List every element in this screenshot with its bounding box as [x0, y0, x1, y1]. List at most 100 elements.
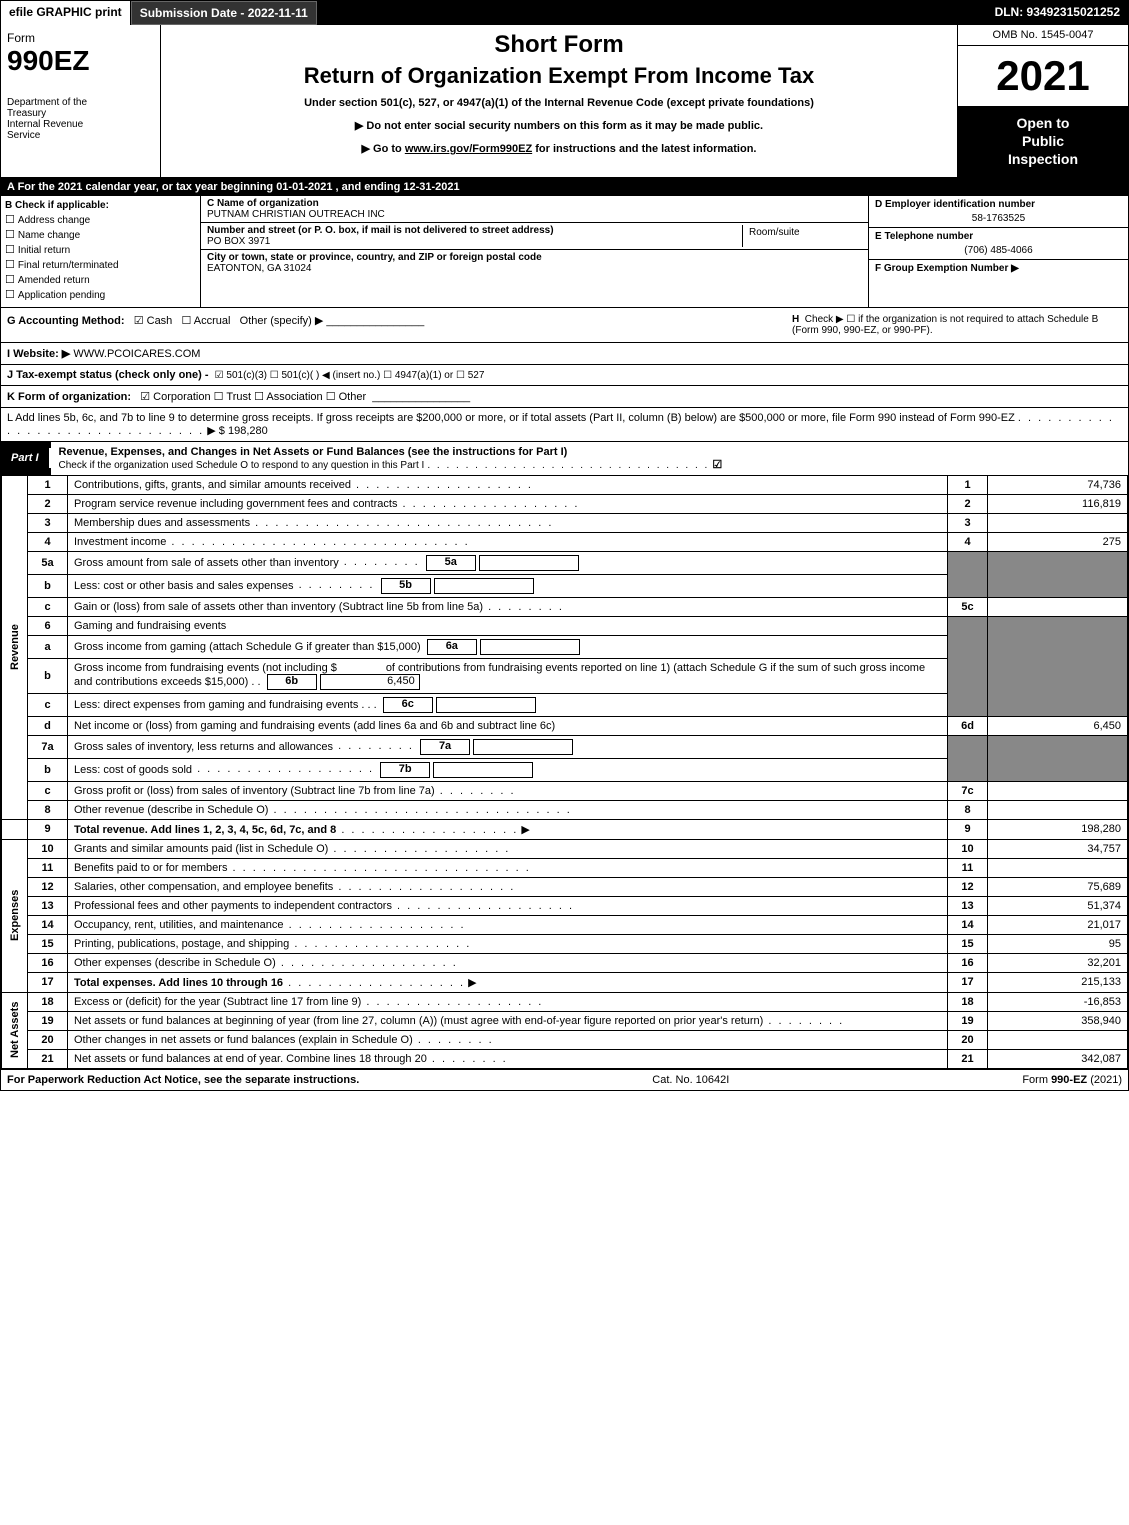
line-7c-num: c — [28, 781, 68, 800]
line-7c-desc: Gross profit or (loss) from sales of inv… — [74, 785, 435, 797]
line-15-num: 15 — [28, 934, 68, 953]
line-6b-subval: 6,450 — [320, 674, 420, 690]
line-6a-sub: 6a — [427, 639, 477, 655]
g-cash[interactable]: Cash — [134, 315, 173, 327]
line-5a-desc: Gross amount from sale of assets other t… — [74, 556, 339, 568]
line-4-desc: Investment income — [74, 536, 166, 548]
org-name-label: C Name of organization — [207, 198, 319, 209]
netassets-label: Net Assets — [2, 992, 28, 1068]
line-15-val: 95 — [988, 934, 1128, 953]
line-4-box: 4 — [948, 532, 988, 551]
line-3-val — [988, 513, 1128, 532]
line-13-val: 51,374 — [988, 896, 1128, 915]
line-4-num: 4 — [28, 532, 68, 551]
street-value: PO BOX 3971 — [207, 236, 270, 247]
line-14-val: 21,017 — [988, 915, 1128, 934]
chk-final-return[interactable]: Final return/terminated — [5, 258, 196, 271]
line-6b-sub: 6b — [267, 674, 317, 690]
irs-link[interactable]: www.irs.gov/Form990EZ — [405, 143, 532, 155]
line-9-arrow — [518, 824, 530, 836]
footer: For Paperwork Reduction Act Notice, see … — [1, 1069, 1128, 1090]
line-8-num: 8 — [28, 800, 68, 819]
line-12-val: 75,689 — [988, 877, 1128, 896]
line-21-num: 21 — [28, 1049, 68, 1068]
g-accrual[interactable]: Accrual — [181, 315, 230, 327]
k-label: K Form of organization: — [7, 391, 131, 403]
line-20-box: 20 — [948, 1030, 988, 1049]
i-label: I Website: ▶ — [7, 348, 70, 360]
j-label: J Tax-exempt status (check only one) - — [7, 369, 209, 381]
line-6a-desc: Gross income from gaming (attach Schedul… — [74, 640, 421, 652]
line-6-darkbox — [948, 616, 988, 716]
chk-application-pending[interactable]: Application pending — [5, 288, 196, 301]
line-6d-val: 6,450 — [988, 716, 1128, 735]
line-5a-num: 5a — [28, 551, 68, 574]
line-3-num: 3 — [28, 513, 68, 532]
line-1-num: 1 — [28, 475, 68, 494]
dept-treasury: Department of theTreasuryInternal Revenu… — [7, 97, 154, 141]
dln-label: DLN: 93492315021252 — [987, 1, 1128, 25]
efile-label: efile GRAPHIC print — [1, 1, 131, 25]
line-5-darkval — [988, 551, 1128, 597]
line-17-desc: Total expenses. Add lines 10 through 16 — [74, 977, 283, 989]
line-1-desc: Contributions, gifts, grants, and simila… — [74, 479, 351, 491]
chk-initial-return[interactable]: Initial return — [5, 243, 196, 256]
line-13-num: 13 — [28, 896, 68, 915]
line-5-darkbox — [948, 551, 988, 597]
h-text: Check ▶ ☐ if the organization is not req… — [792, 314, 1098, 336]
section-c: C Name of organization PUTNAM CHRISTIAN … — [201, 196, 868, 307]
line-2-desc: Program service revenue including govern… — [74, 498, 397, 510]
line-11-num: 11 — [28, 858, 68, 877]
line-19-val: 358,940 — [988, 1011, 1128, 1030]
ein-label: D Employer identification number — [875, 199, 1122, 210]
tax-year: 2021 — [958, 46, 1128, 106]
line-14-num: 14 — [28, 915, 68, 934]
line-7-darkval — [988, 735, 1128, 781]
header-center: Short Form Return of Organization Exempt… — [161, 25, 958, 177]
footer-left: For Paperwork Reduction Act Notice, see … — [7, 1074, 359, 1086]
line-15-desc: Printing, publications, postage, and shi… — [74, 938, 289, 950]
check-o-mark: ☑ — [712, 459, 722, 471]
footer-right: Form 990-EZ (2021) — [1022, 1074, 1122, 1086]
line-6c-desc: Less: direct expenses from gaming and fu… — [74, 698, 358, 710]
line-17-box: 17 — [948, 972, 988, 992]
line-5c-box: 5c — [948, 597, 988, 616]
line-5b-subval — [434, 578, 534, 594]
line-16-box: 16 — [948, 953, 988, 972]
line-21-desc: Net assets or fund balances at end of ye… — [74, 1053, 427, 1065]
line-6d-box: 6d — [948, 716, 988, 735]
line-7c-box: 7c — [948, 781, 988, 800]
line-2-val: 116,819 — [988, 494, 1128, 513]
return-title: Return of Organization Exempt From Incom… — [167, 63, 951, 89]
line-6-darkval — [988, 616, 1128, 716]
section-l: L Add lines 5b, 6c, and 7b to line 9 to … — [1, 408, 1128, 442]
section-b: B Check if applicable: Address change Na… — [1, 196, 201, 307]
line-5b-num: b — [28, 574, 68, 597]
street-label: Number and street (or P. O. box, if mail… — [207, 225, 554, 236]
phone-label: E Telephone number — [875, 231, 1122, 242]
line-19-box: 19 — [948, 1011, 988, 1030]
part-1-title-text: Revenue, Expenses, and Changes in Net As… — [59, 446, 568, 458]
chk-name-change[interactable]: Name change — [5, 228, 196, 241]
line-7b-sub: 7b — [380, 762, 430, 778]
line-7a-num: 7a — [28, 735, 68, 758]
chk-address-change[interactable]: Address change — [5, 213, 196, 226]
ein-value: 58-1763525 — [875, 213, 1122, 224]
g-other[interactable]: Other (specify) ▶ — [240, 315, 324, 327]
line-10-val: 34,757 — [988, 839, 1128, 858]
short-form-title: Short Form — [167, 31, 951, 59]
line-1-box: 1 — [948, 475, 988, 494]
k-opts: ☑ Corporation ☐ Trust ☐ Association ☐ Ot… — [140, 391, 366, 403]
section-j: J Tax-exempt status (check only one) - ☑… — [1, 365, 1128, 386]
line-11-box: 11 — [948, 858, 988, 877]
top-bar: efile GRAPHIC print Submission Date - 20… — [1, 1, 1128, 25]
info-block: B Check if applicable: Address change Na… — [1, 196, 1128, 308]
website-value[interactable]: WWW.PCOICARES.COM — [73, 348, 200, 360]
line-2-num: 2 — [28, 494, 68, 513]
chk-amended-return[interactable]: Amended return — [5, 273, 196, 286]
group-exemption-label: F Group Exemption Number ▶ — [875, 263, 1122, 274]
line-17-val: 215,133 — [988, 972, 1128, 992]
line-6a-num: a — [28, 635, 68, 658]
line-9-val: 198,280 — [988, 819, 1128, 839]
line-18-desc: Excess or (deficit) for the year (Subtra… — [74, 996, 361, 1008]
